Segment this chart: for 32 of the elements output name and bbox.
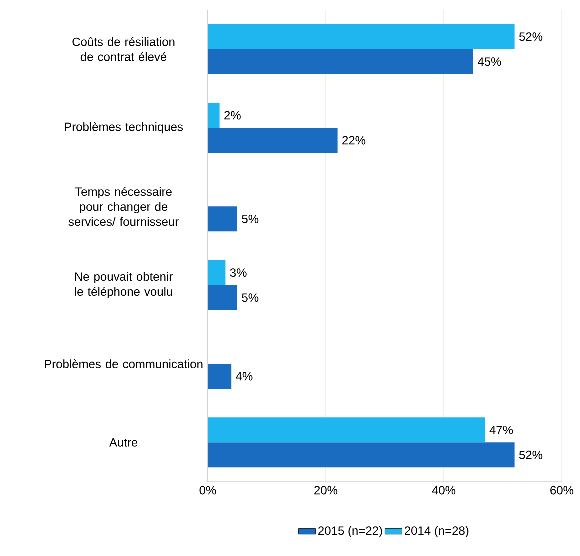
legend-label: 2015 (n=22) <box>318 526 382 538</box>
data-label: 4% <box>236 372 253 381</box>
bar <box>208 24 515 50</box>
data-label: 2% <box>224 111 241 120</box>
y-tick-label: Problèmes de communication <box>45 360 203 368</box>
legend-label: 2014 (n=28) <box>405 526 469 538</box>
data-label: 5% <box>242 214 259 224</box>
data-label: 22% <box>342 136 366 145</box>
x-tick-label: 0% <box>200 486 216 495</box>
data-label: 45% <box>478 58 502 66</box>
bar <box>208 103 220 128</box>
bar <box>208 49 474 74</box>
y-tick-label: Autre <box>109 438 138 447</box>
bar <box>208 364 232 390</box>
y-tick-label: Problèmes techniques <box>65 122 184 134</box>
data-label: 47% <box>490 426 514 434</box>
x-tick-label: 40% <box>432 486 456 495</box>
x-tick-label: 60% <box>550 486 574 495</box>
data-label: 5% <box>242 294 259 302</box>
bar <box>208 442 515 468</box>
bar <box>208 206 238 232</box>
data-label: 52% <box>519 450 543 460</box>
x-tick-label: 20% <box>314 486 338 495</box>
bar <box>208 285 238 310</box>
y-tick-label: Temps nécessaire pour changer de services/ fournisseur <box>68 187 179 226</box>
bar <box>208 128 338 154</box>
y-tick-label: Ne pouvait obtenir le téléphone voulu <box>75 272 173 298</box>
data-label: 3% <box>230 268 247 278</box>
data-label: 52% <box>519 32 543 42</box>
bar <box>208 418 486 443</box>
bar <box>208 260 226 286</box>
y-tick-label: Coûts de résiliation de contrat élevé <box>72 37 175 62</box>
